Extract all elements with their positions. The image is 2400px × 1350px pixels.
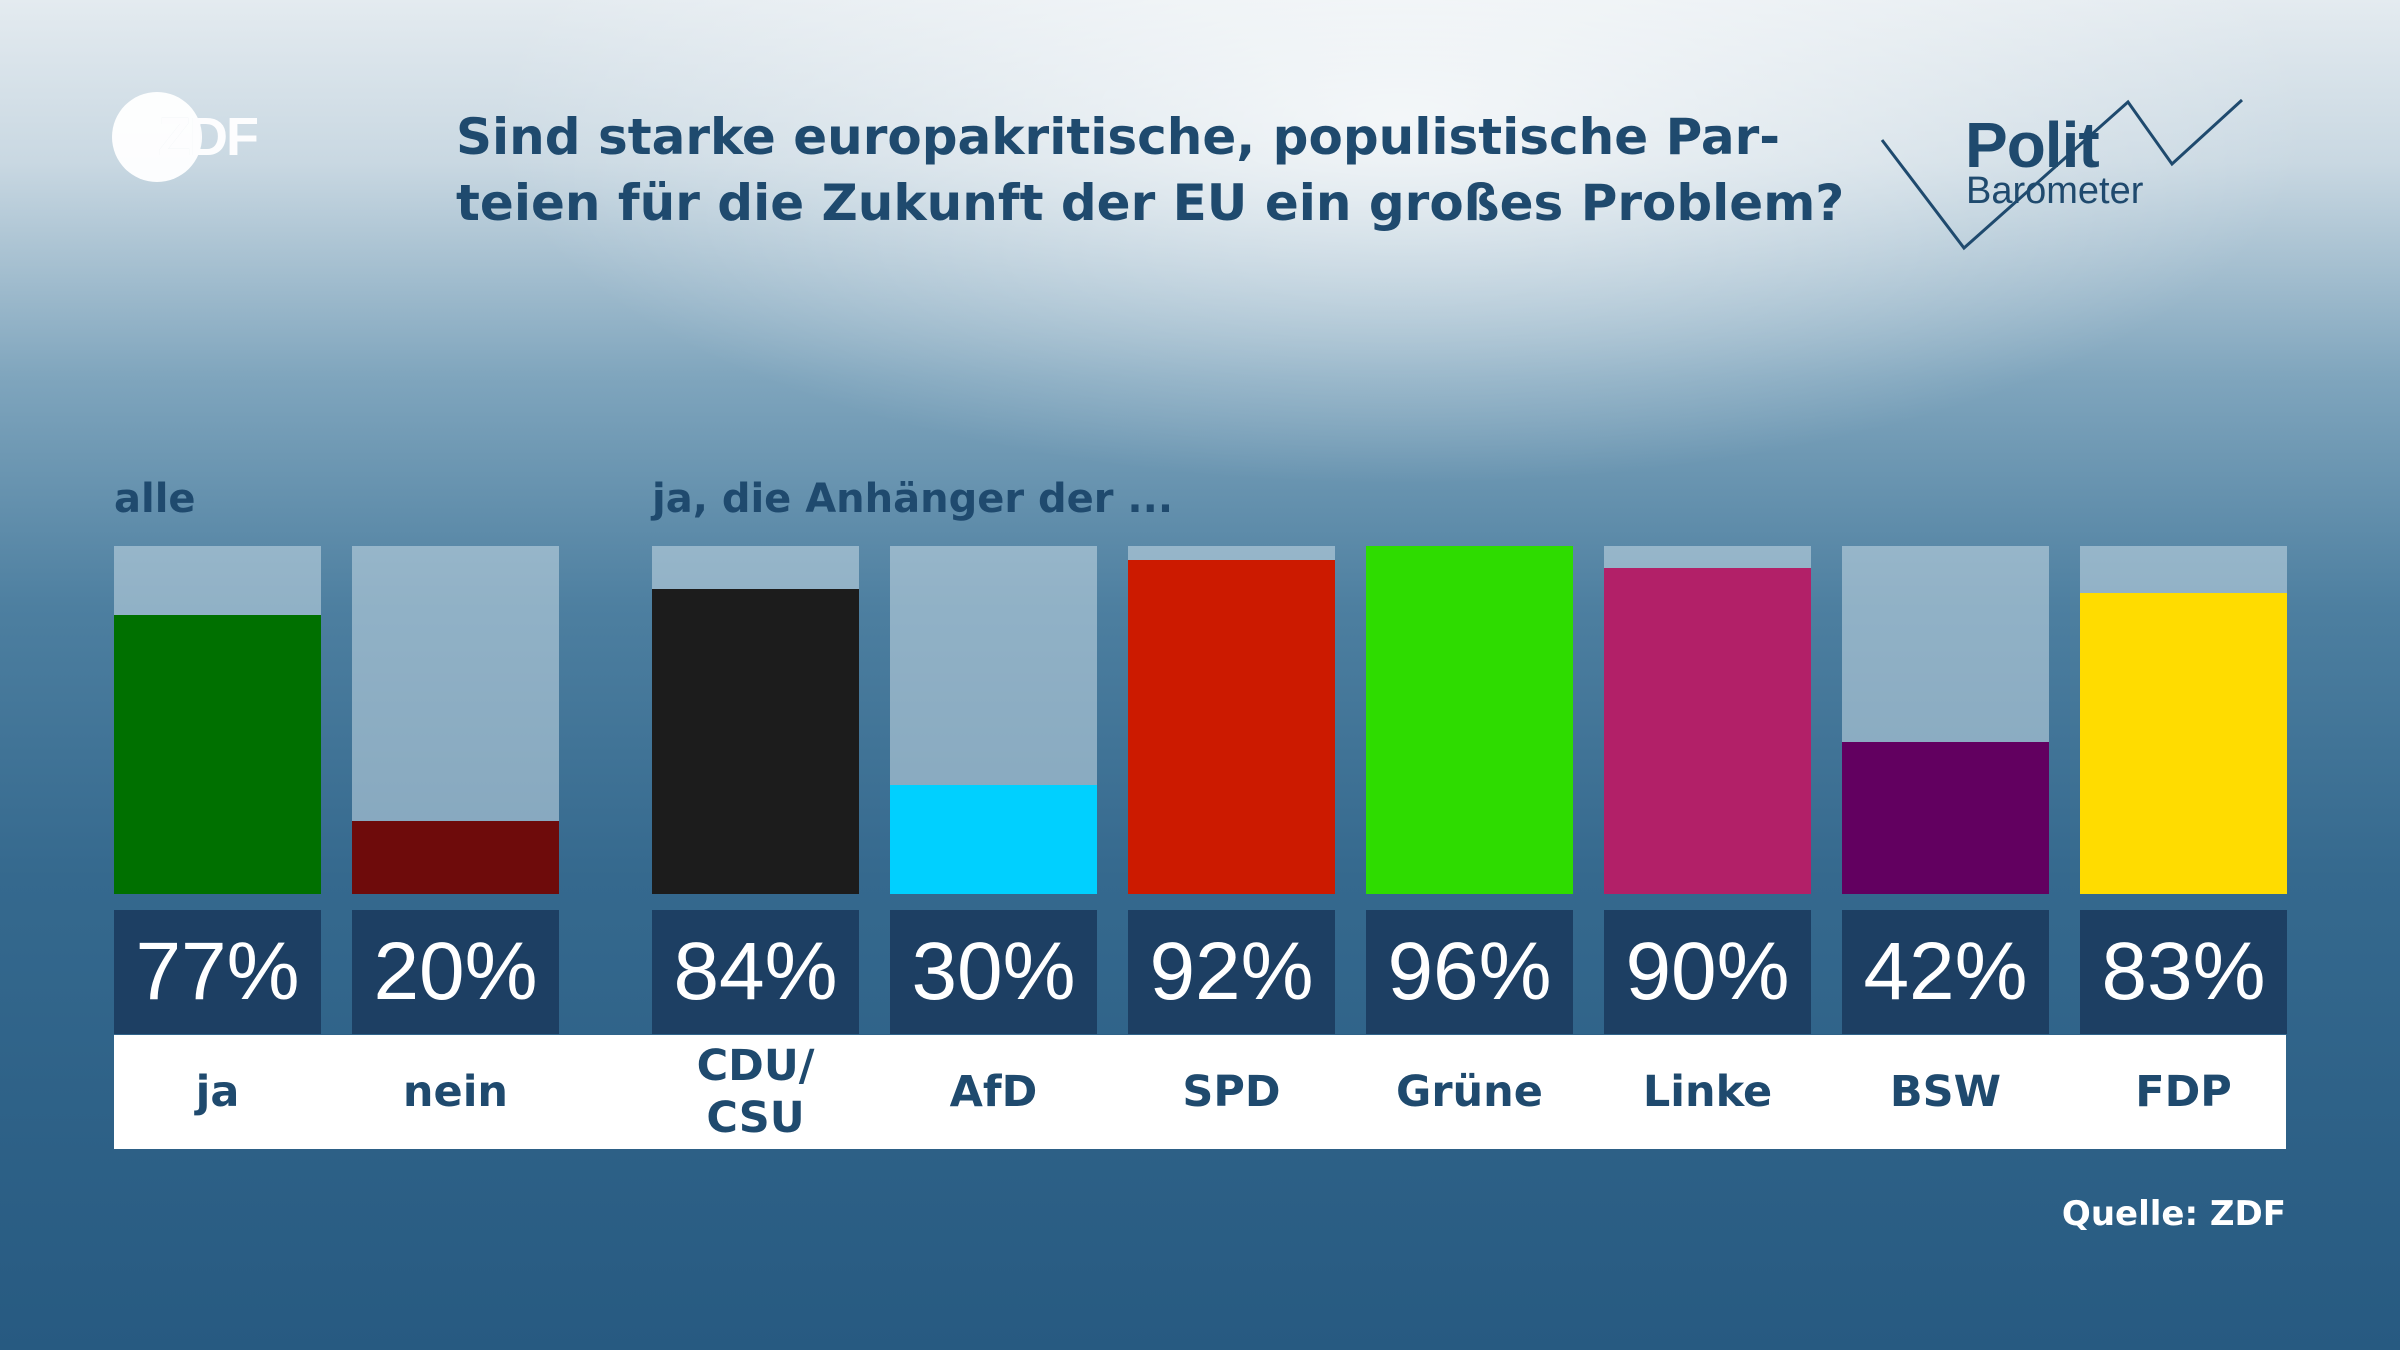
bar: [890, 785, 1097, 894]
zdf-logo-text: ZDF: [158, 107, 259, 167]
category-label: Grüne: [1396, 1067, 1543, 1117]
politbarometer-zigzag-icon: [1880, 98, 2244, 251]
chart-title-line-2: teien für die Zukunft der EU ein großes …: [456, 174, 1845, 232]
bar: [352, 821, 559, 894]
bar: [652, 589, 859, 894]
data-label: 42%: [1842, 910, 2049, 1034]
data-label: 92%: [1128, 910, 1335, 1034]
data-label: 83%: [2080, 910, 2287, 1034]
bar: [1842, 742, 2049, 894]
category-label: BSW: [1889, 1067, 2002, 1117]
chart-title: Sind starke europakritische, populistisc…: [456, 104, 1845, 236]
group-label-anhaenger: ja, die Anhänger der ...: [652, 476, 1174, 522]
category-label: Linke: [1642, 1067, 1773, 1117]
category-label: AfD: [949, 1067, 1038, 1117]
bar: [2080, 593, 2287, 894]
bar: [1366, 546, 1573, 894]
category-label: nein: [402, 1067, 509, 1117]
politbarometer-logo: Polit Barometer: [1880, 96, 2250, 256]
data-label: 84%: [652, 910, 859, 1034]
data-label: 90%: [1604, 910, 1811, 1034]
category-label: FDP: [2135, 1067, 2232, 1117]
category-label: SPD: [1182, 1067, 1281, 1117]
bar: [1128, 560, 1335, 894]
bar: [114, 615, 321, 894]
source-note: Quelle: ZDF: [2061, 1194, 2286, 1234]
category-label-strip: [114, 1035, 2286, 1149]
bar: [1604, 568, 1811, 894]
politbarometer-logo-polit: Polit: [1965, 109, 2100, 181]
category-label: CDU/ CSU: [696, 1041, 815, 1143]
data-label: 96%: [1366, 910, 1573, 1034]
politbarometer-logo-barometer: Barometer: [1966, 170, 2144, 212]
data-label: 20%: [352, 910, 559, 1034]
data-label: 77%: [114, 910, 321, 1034]
data-label: 30%: [890, 910, 1097, 1034]
group-label-alle: alle: [114, 476, 196, 522]
zdf-logo-circle: [112, 92, 202, 182]
chart-title-line-1: Sind starke europakritische, populistisc…: [456, 108, 1781, 166]
zdf-logo: ZDF: [112, 88, 282, 184]
category-label: ja: [195, 1067, 240, 1117]
